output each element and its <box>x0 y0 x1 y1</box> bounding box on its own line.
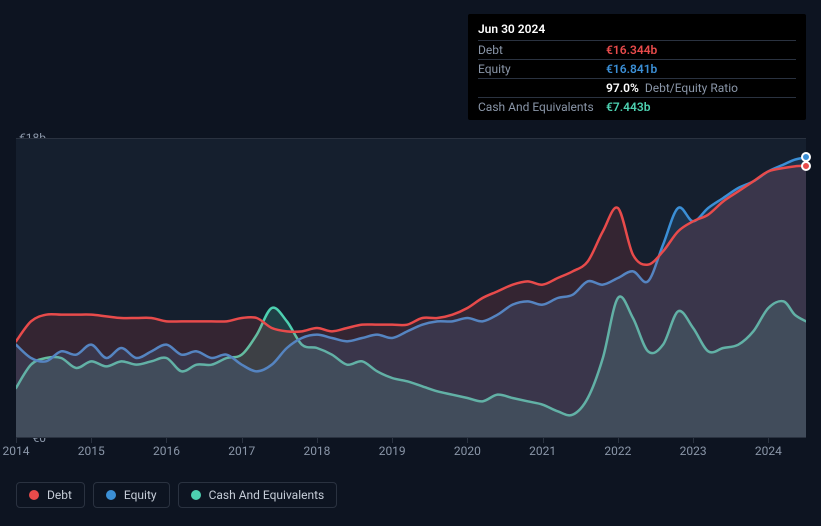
x-tick: 2020 <box>454 444 481 458</box>
tooltip-row-label: Debt <box>478 43 606 57</box>
x-tick-mark <box>16 438 17 443</box>
x-tick: 2016 <box>153 444 180 458</box>
tooltip-date: Jun 30 2024 <box>478 18 796 40</box>
x-tick: 2014 <box>3 444 30 458</box>
legend-item[interactable]: Cash And Equivalents <box>178 482 338 508</box>
legend-label: Cash And Equivalents <box>209 488 325 502</box>
tooltip-row-label: Cash And Equivalents <box>478 100 606 114</box>
tooltip-row-value: €7.443b <box>606 100 650 114</box>
x-tick-mark <box>693 438 694 443</box>
x-tick-mark <box>543 438 544 443</box>
legend-label: Equity <box>124 488 157 502</box>
plot-area[interactable] <box>16 138 806 438</box>
legend-dot-icon <box>29 490 39 500</box>
x-tick: 2017 <box>228 444 255 458</box>
tooltip-row: 97.0% Debt/Equity Ratio <box>478 78 796 97</box>
tooltip-row: Cash And Equivalents€7.443b <box>478 97 796 116</box>
tooltip-row-extra: Debt/Equity Ratio <box>645 81 738 95</box>
tooltip-panel: Jun 30 2024 Debt€16.344bEquity€16.841b97… <box>468 14 806 120</box>
x-tick: 2021 <box>529 444 556 458</box>
legend-item[interactable]: Equity <box>93 482 170 508</box>
x-tick-mark <box>392 438 393 443</box>
x-tick: 2023 <box>680 444 707 458</box>
chart-area: €18b €0 20142015201620172018201920202021… <box>16 128 806 458</box>
series-end-dot <box>801 152 811 162</box>
x-tick-mark <box>467 438 468 443</box>
x-tick-mark <box>317 438 318 443</box>
legend-dot-icon <box>106 490 116 500</box>
tooltip-row: Equity€16.841b <box>478 59 796 78</box>
tooltip-row: Debt€16.344b <box>478 40 796 59</box>
x-tick-mark <box>91 438 92 443</box>
legend-label: Debt <box>47 488 72 502</box>
legend: Debt Equity Cash And Equivalents <box>16 482 337 508</box>
x-tick-mark <box>242 438 243 443</box>
gridline-top <box>16 138 806 139</box>
tooltip-row-value: 97.0% <box>606 81 639 95</box>
gridline-bottom <box>16 437 806 438</box>
x-tick-mark <box>166 438 167 443</box>
series-area <box>16 166 806 438</box>
tooltip-row-label: Equity <box>478 62 606 76</box>
x-axis: 2014201520162017201820192020202120222023… <box>16 444 806 464</box>
x-tick-mark <box>618 438 619 443</box>
x-tick: 2019 <box>379 444 406 458</box>
legend-dot-icon <box>191 490 201 500</box>
tooltip-row-value: €16.344b <box>606 43 657 57</box>
x-tick: 2018 <box>303 444 330 458</box>
legend-item[interactable]: Debt <box>16 482 85 508</box>
x-tick: 2024 <box>755 444 782 458</box>
x-tick: 2022 <box>604 444 631 458</box>
tooltip-row-value: €16.841b <box>606 62 657 76</box>
x-tick: 2015 <box>78 444 105 458</box>
x-tick-mark <box>768 438 769 443</box>
